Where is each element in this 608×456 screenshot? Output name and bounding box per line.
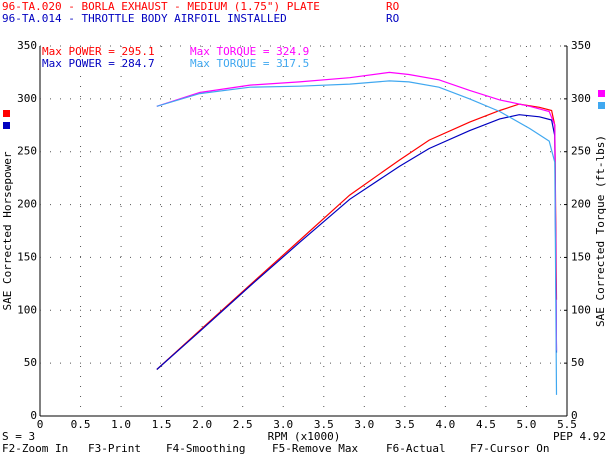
function-key: F5-Remove Max — [272, 442, 358, 455]
annotation: Max POWER = 295.1 — [42, 45, 155, 58]
x-tick-label: 3.5 — [395, 418, 415, 431]
y2-tick-label: 150 — [571, 250, 591, 263]
y-tick-label: 250 — [17, 145, 37, 158]
smoothing: S = 3 — [2, 430, 35, 443]
function-key: F2-Zoom In — [2, 442, 68, 455]
y2-tick-label: 50 — [571, 356, 584, 369]
x-tick-label: 2.5 — [233, 418, 253, 431]
legend-swatch — [3, 122, 10, 129]
y2-tick-label: 0 — [571, 409, 578, 422]
y-tick-label: 100 — [17, 303, 37, 316]
function-key: F4-Smoothing — [166, 442, 245, 455]
y2-tick-label: 200 — [571, 198, 591, 211]
cursor-readout: PEP 4.92 — [553, 430, 606, 443]
y-tick-label: 200 — [17, 198, 37, 211]
x-tick-label: 2.0 — [192, 418, 212, 431]
header-title: 96-TA.020 - BORLA EXHAUST - MEDIUM (1.75… — [2, 0, 320, 13]
y-tick-label: 50 — [24, 356, 37, 369]
x-tick-label: 0 — [37, 418, 44, 431]
x-tick-label: 4.0 — [435, 418, 455, 431]
y2-tick-label: 300 — [571, 92, 591, 105]
y2-axis-label: SAE Corrected Torque (ft-lbs) — [594, 135, 607, 327]
x-tick-label: 3.0 — [273, 418, 293, 431]
legend-swatch — [3, 110, 10, 117]
header-code: RO — [386, 12, 399, 25]
x-tick-label: 4.5 — [476, 418, 496, 431]
y-tick-label: 300 — [17, 92, 37, 105]
series-line — [156, 71, 558, 351]
header-title: 96-TA.014 - THROTTLE BODY AIRFOIL INSTAL… — [2, 12, 287, 25]
y-tick-label: 150 — [17, 250, 37, 263]
x-tick-label: 1.5 — [152, 418, 172, 431]
legend-swatch — [598, 90, 605, 97]
function-key: F7-Cursor On — [470, 442, 549, 455]
series-line — [156, 103, 558, 370]
header-code: RO — [386, 0, 399, 13]
legend-swatch — [598, 102, 605, 109]
x-tick-label: 3.5 — [314, 418, 334, 431]
series-line — [156, 80, 558, 395]
function-key: F6-Actual — [386, 442, 446, 455]
y2-tick-label: 100 — [571, 303, 591, 316]
x-tick-label: 5.0 — [517, 418, 537, 431]
x-tick-label: 1.0 — [111, 418, 131, 431]
y-axis-label: SAE Corrected Horsepower — [1, 151, 14, 310]
annotation: Max TORQUE = 324.9 — [190, 45, 309, 58]
annotation: Max POWER = 284.7 — [42, 57, 155, 70]
x-axis-label: RPM (x1000) — [268, 430, 341, 443]
x-tick-label: 0.5 — [71, 418, 91, 431]
y-tick-label: 0 — [30, 409, 37, 422]
y-tick-label: 350 — [17, 39, 37, 52]
y2-tick-label: 250 — [571, 145, 591, 158]
annotation: Max TORQUE = 317.5 — [190, 57, 309, 70]
function-key: F3-Print — [88, 442, 141, 455]
x-tick-label: 5.5 — [557, 418, 577, 431]
series-line — [156, 114, 558, 370]
x-tick-label: 3.0 — [354, 418, 374, 431]
y2-tick-label: 350 — [571, 39, 591, 52]
